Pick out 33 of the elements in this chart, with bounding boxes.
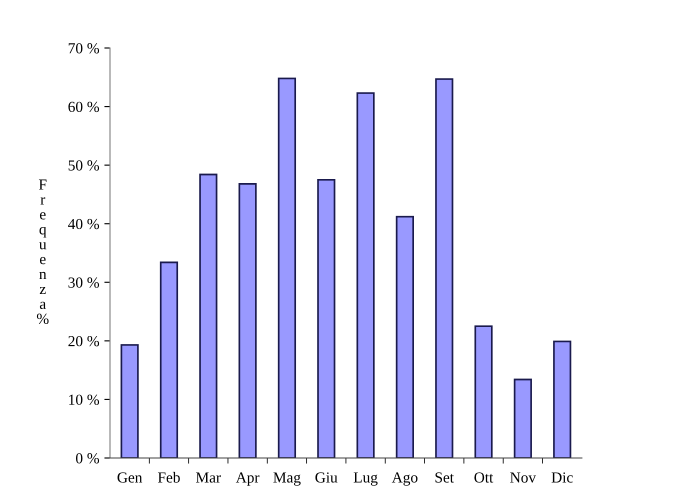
bar xyxy=(356,92,375,458)
bar xyxy=(474,325,493,458)
x-tick-label: Feb xyxy=(158,472,180,483)
x-tick-label: Giu xyxy=(315,472,338,483)
bar xyxy=(120,344,139,458)
y-tick-label: 70 % xyxy=(68,43,100,54)
x-tick-label: Set xyxy=(435,472,454,483)
y-tick-label: 50 % xyxy=(68,160,100,171)
bar xyxy=(160,262,178,458)
bar xyxy=(238,183,257,458)
bar xyxy=(317,178,336,458)
x-tick-label: Ott xyxy=(474,472,494,483)
y-tick-label: 0 % xyxy=(76,453,100,464)
x-tick-label: Apr xyxy=(236,472,260,486)
y-tick-label: 10 % xyxy=(69,394,100,405)
text: Frequenza% xyxy=(36,180,49,324)
x-tick-label: Mag xyxy=(273,472,301,486)
y-tick-label: 60 % xyxy=(68,102,100,112)
y-tick-label: 30 % xyxy=(68,277,100,288)
bar xyxy=(278,78,296,458)
bar xyxy=(199,174,218,458)
bar xyxy=(435,78,454,458)
y-tick-label: 40 % xyxy=(68,218,100,230)
y-tick-label: 20 % xyxy=(68,336,100,346)
bar xyxy=(514,378,532,458)
bar xyxy=(396,216,414,458)
x-tick-label: Ago xyxy=(392,472,418,486)
x-tick-label: Mar xyxy=(196,472,221,483)
x-tick-label: Nov xyxy=(510,472,536,483)
bar xyxy=(553,340,572,458)
x-tick-label: Gen xyxy=(118,472,142,483)
x-tick-label: Lug xyxy=(354,472,378,486)
x-tick-label: Dic xyxy=(552,472,573,483)
